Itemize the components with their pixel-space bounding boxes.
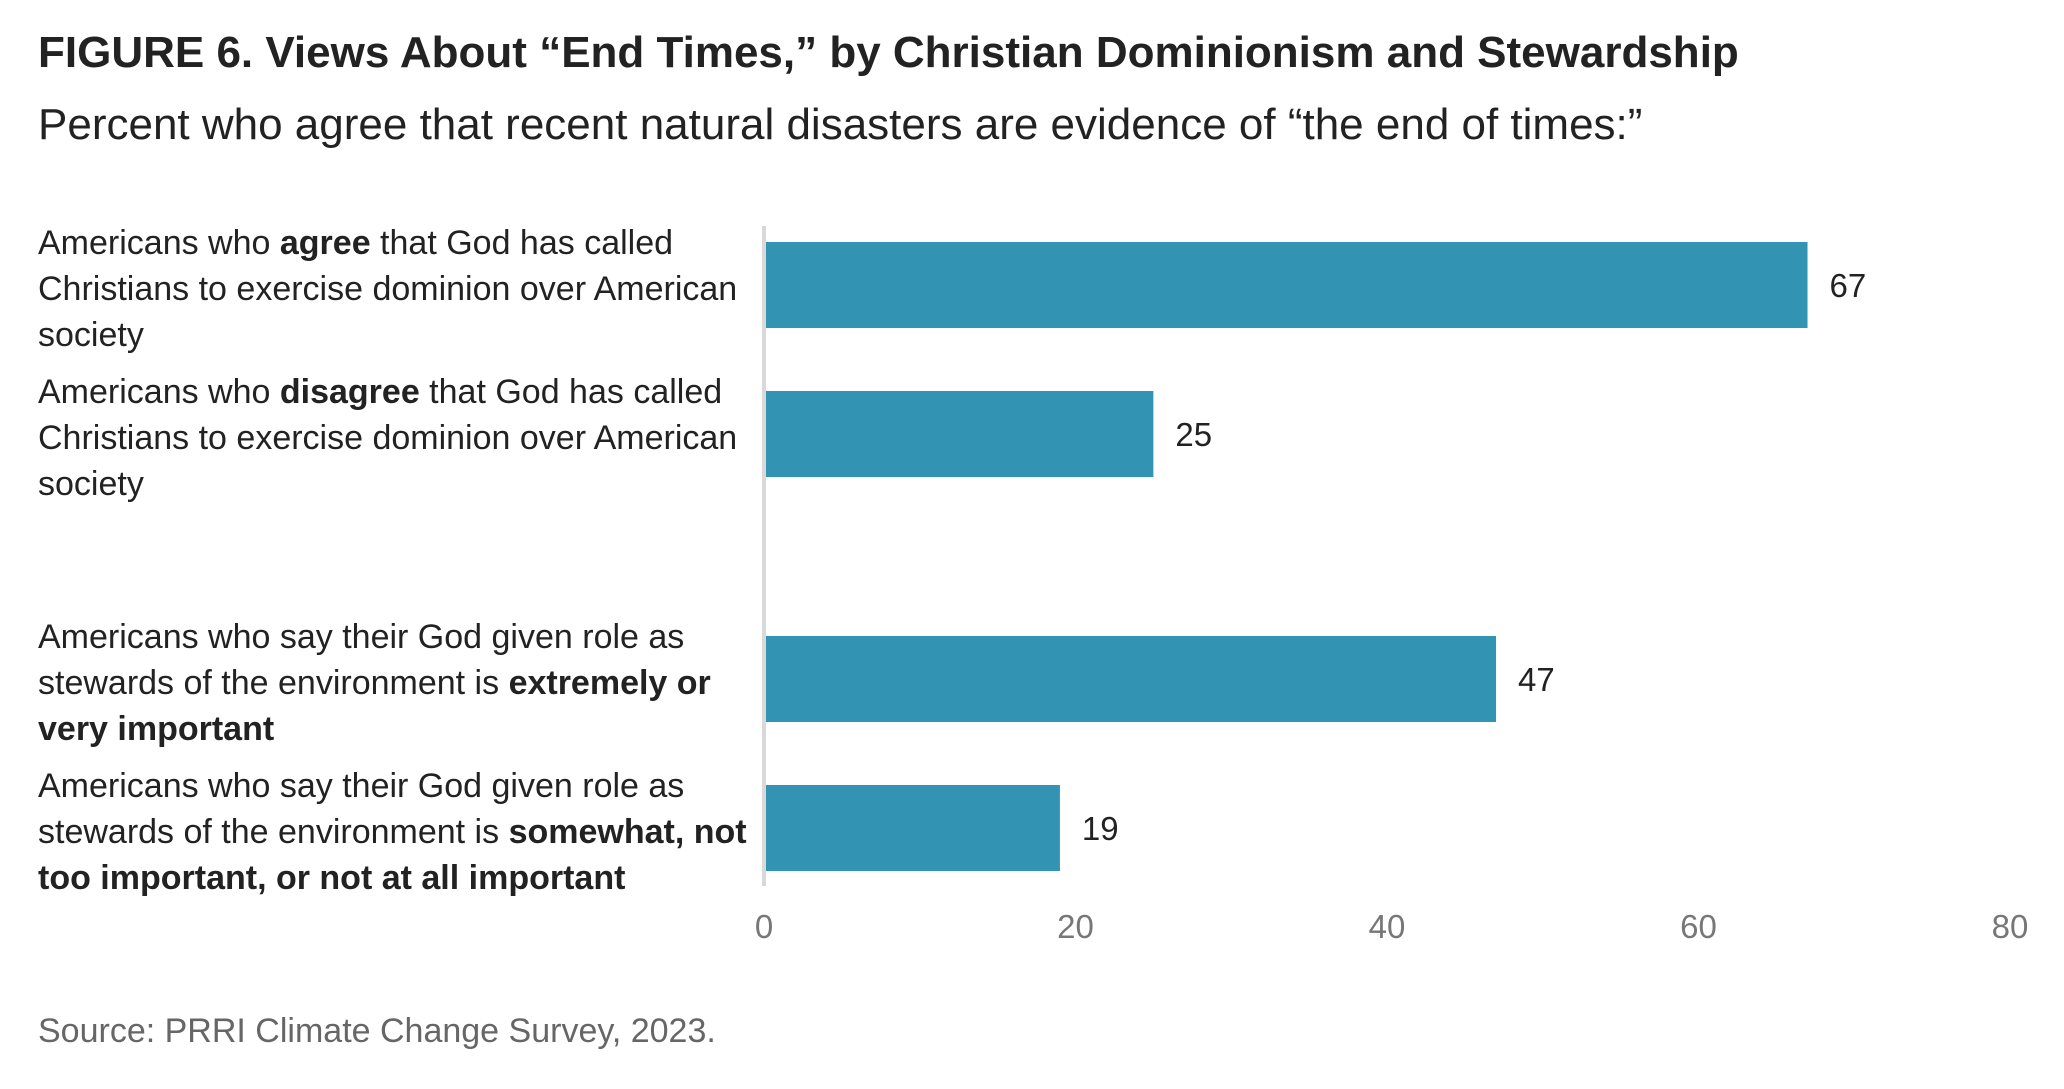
chart-subtitle: Percent who agree that recent natural di…	[38, 100, 1643, 149]
category-label-disagree-dominion: Americans who disagree that God has call…	[38, 373, 738, 503]
x-tick-label-3: 60	[1680, 908, 1717, 945]
x-tick-label-1: 20	[1057, 908, 1094, 945]
bar-0	[766, 242, 1808, 328]
bar-3	[766, 785, 1060, 871]
data-label-2: 47	[1518, 661, 1555, 698]
category-label-stewardship-less-important: Americans who say their God given role a…	[38, 767, 747, 897]
data-label-0: 67	[1830, 267, 1867, 304]
category-label-stewardship-important: Americans who say their God given role a…	[38, 618, 711, 748]
data-label-1: 25	[1175, 416, 1212, 453]
data-label-3: 19	[1082, 810, 1119, 847]
x-tick-label-2: 40	[1369, 908, 1406, 945]
chart-title: FIGURE 6. Views About “End Times,” by Ch…	[38, 28, 1739, 77]
x-tick-label-4: 80	[1992, 908, 2029, 945]
bar-2	[766, 636, 1497, 722]
x-tick-label-0: 0	[755, 908, 773, 945]
category-label-agree-dominion: Americans who agree that God has called …	[38, 224, 738, 354]
source-note: Source: PRRI Climate Change Survey, 2023…	[38, 1012, 716, 1050]
bar-1	[766, 391, 1154, 477]
